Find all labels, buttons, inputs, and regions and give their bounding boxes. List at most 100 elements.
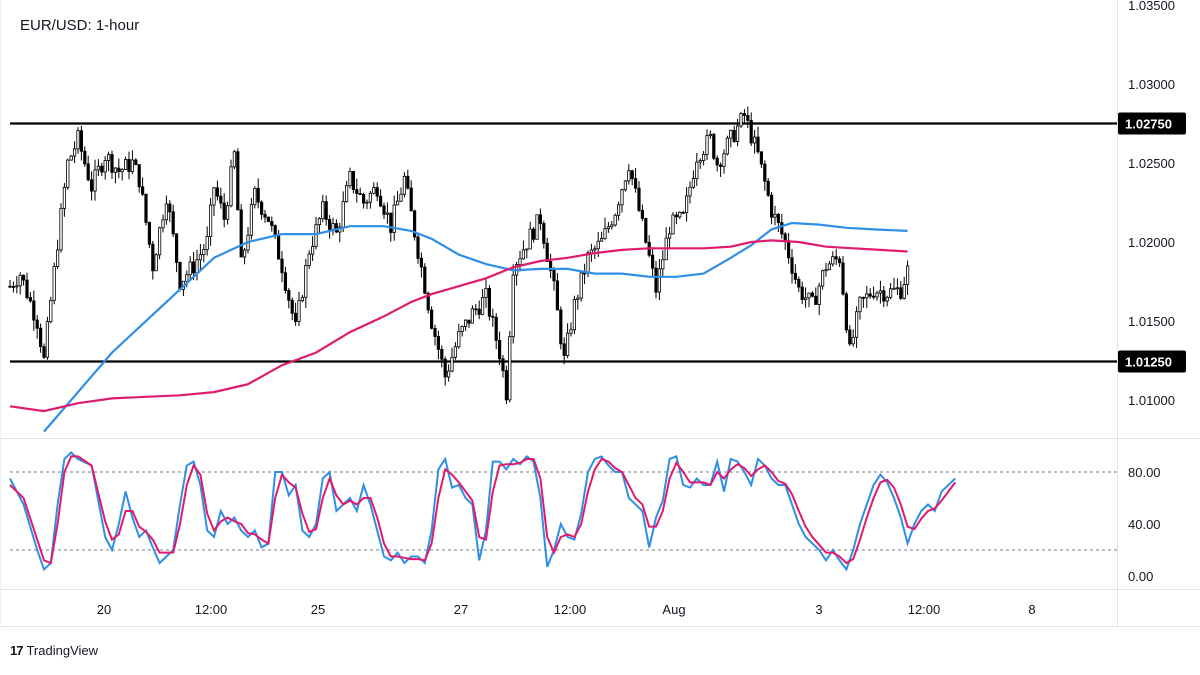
candle-body — [623, 180, 628, 191]
candle-body — [736, 125, 740, 142]
candle-body — [256, 187, 260, 203]
candle-body — [681, 211, 685, 214]
candle-body — [151, 243, 155, 272]
stochastic-d-line[interactable] — [9, 455, 957, 565]
candle-body — [45, 321, 50, 358]
candle-body — [759, 151, 764, 165]
candle-body — [300, 296, 305, 302]
candle-body — [382, 205, 386, 215]
candle-body — [307, 253, 311, 266]
candle-body — [317, 218, 322, 226]
candle-body — [538, 214, 543, 224]
candle-body — [555, 280, 560, 311]
time-axis: 20 12:00 25 27 12:00 Aug 3 12:00 8 — [97, 602, 1036, 617]
tradingview-branding[interactable]: 17 TradingView — [10, 643, 98, 658]
candle-body — [361, 194, 366, 204]
candle-body — [824, 269, 828, 272]
candle-body — [661, 259, 665, 270]
candle-body — [487, 288, 492, 317]
candle-body — [100, 165, 104, 173]
moving-average-blue[interactable] — [43, 221, 908, 433]
candle-body — [90, 179, 94, 192]
level-tag — [1118, 350, 1186, 373]
candle-body — [212, 187, 216, 206]
candle-body — [419, 257, 424, 268]
candle-body — [848, 329, 852, 345]
candle-body — [208, 204, 213, 237]
candle-body — [103, 160, 107, 173]
candle-body — [385, 212, 390, 215]
candle-body — [559, 309, 563, 345]
candle-body — [627, 170, 631, 182]
candle-body — [321, 201, 325, 220]
candle-body — [242, 249, 247, 258]
candle-body — [566, 332, 570, 356]
candle-body — [497, 340, 502, 360]
candle-body — [501, 358, 505, 372]
candle-body — [875, 292, 879, 298]
candle-body — [113, 167, 117, 173]
candle-body — [412, 210, 417, 238]
candle-body — [753, 136, 757, 144]
candle-body — [25, 279, 29, 298]
candle-body — [406, 175, 410, 189]
stochastic-k-line[interactable] — [9, 451, 956, 572]
candle-body — [484, 288, 488, 298]
candle-body — [280, 258, 284, 274]
candle-body — [28, 297, 33, 302]
candle-body — [899, 287, 903, 299]
candle-body — [868, 293, 872, 297]
candle-body — [276, 234, 281, 260]
candle-body — [596, 240, 600, 250]
candle-body — [715, 157, 719, 166]
candle-body — [365, 201, 369, 204]
candle-body — [817, 285, 821, 305]
candle-body — [770, 194, 774, 218]
candle-body — [195, 259, 199, 274]
horizontal-levels — [10, 122, 1117, 363]
candle-body — [504, 370, 509, 401]
candle-body — [15, 285, 19, 288]
candle-body — [73, 148, 77, 157]
candle-body — [878, 290, 883, 294]
candle-body — [610, 224, 614, 228]
candle-body — [236, 151, 240, 211]
candle-body — [729, 129, 733, 139]
candle-body — [8, 285, 12, 288]
candle-body — [549, 261, 553, 271]
candle-body — [640, 209, 645, 219]
candle-body — [882, 290, 886, 302]
candle-body — [259, 201, 264, 215]
candle-body — [858, 296, 862, 313]
time-tick-label: 12:00 — [554, 602, 587, 617]
candle-body — [902, 284, 906, 299]
candle-body — [467, 319, 471, 324]
price-axis: 1.03500 1.03000 1.02500 1.02000 1.01500 1.010… — [1128, 0, 1175, 408]
candle-body — [348, 171, 352, 187]
candle-body — [688, 186, 692, 197]
candle-body — [62, 186, 67, 209]
candle-body — [685, 195, 689, 214]
candle-body — [83, 150, 87, 165]
candle-body — [521, 249, 526, 260]
candle-body — [606, 226, 611, 230]
candle-body — [851, 336, 855, 345]
candle-body — [865, 293, 869, 299]
candle-body — [334, 223, 339, 233]
level-tag-label: 1.02750 — [1125, 117, 1172, 132]
level-tag-label: 1.01250 — [1125, 355, 1172, 370]
oscillator-tick-label: 0.00 — [1128, 569, 1153, 584]
candle-body — [372, 187, 376, 194]
candle-body — [742, 113, 747, 116]
candle-body — [739, 113, 743, 127]
candle-body — [358, 193, 362, 195]
candle-body — [290, 299, 294, 314]
candle-body — [719, 164, 723, 167]
candle-body — [763, 163, 767, 182]
candle-body — [154, 254, 158, 272]
candle-body — [433, 327, 437, 337]
moving-average-magenta[interactable] — [9, 239, 908, 413]
candle-body — [783, 233, 787, 242]
chart-canvas[interactable]: 1.03500 1.03000 1.02500 1.02000 1.01500 1.010… — [0, 0, 1200, 640]
candle-body — [446, 370, 451, 378]
